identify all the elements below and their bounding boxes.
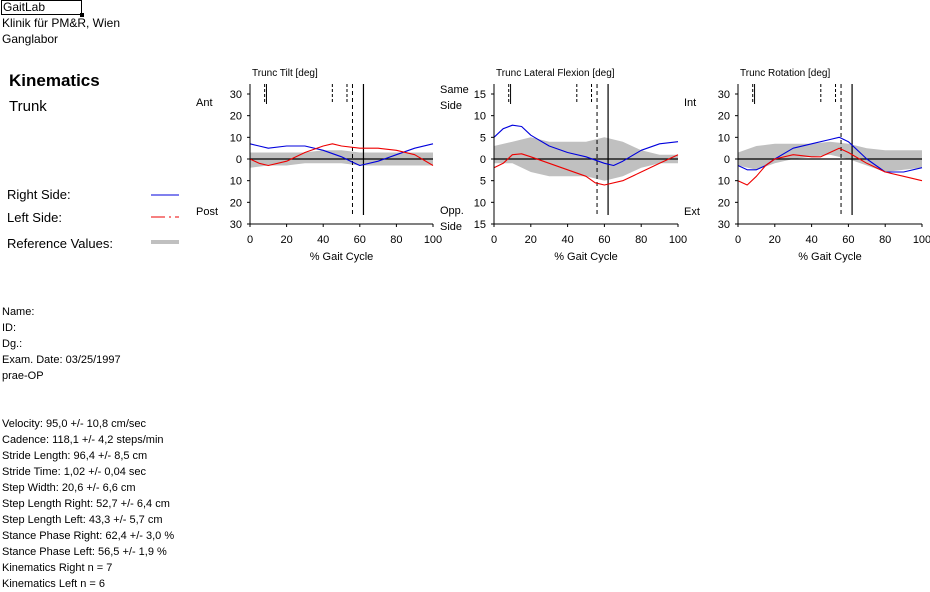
x-axis-label: % Gait Cycle: [554, 251, 618, 263]
patient-info: Name: ID: Dg.: Exam. Date: 03/25/1997 pr…: [2, 304, 121, 384]
legend-swatches: [151, 194, 179, 244]
direction-label-bottom: Post: [196, 206, 218, 218]
chart-title: Trunc Tilt [deg]: [252, 68, 318, 79]
lab-name: GaitLab: [1, 0, 84, 17]
x-tick-label: 40: [805, 234, 817, 246]
y-tick-label: 5: [480, 132, 486, 144]
y-tick-label: 10: [474, 197, 486, 209]
x-tick-label: 40: [561, 234, 573, 246]
x-tick-label: 20: [280, 234, 292, 246]
direction-label-top: Side: [440, 100, 462, 112]
y-tick-label: 20: [230, 197, 242, 209]
x-tick-label: 0: [247, 234, 253, 246]
gait-parameters: Velocity: 95,0 +/- 10,8 cm/sec Cadence: …: [2, 416, 174, 592]
exam-date: Exam. Date: 03/25/1997: [2, 354, 121, 366]
x-tick-label: 60: [354, 234, 366, 246]
y-tick-label: 30: [230, 89, 242, 101]
y-tick-label: 10: [718, 132, 730, 144]
chart-title: Trunc Rotation [deg]: [740, 68, 830, 79]
param-step-length-right: Step Length Right: 52,7 +/- 6,4 cm: [2, 498, 170, 510]
y-tick-label: 30: [230, 219, 242, 231]
x-axis-label: % Gait Cycle: [798, 251, 862, 263]
y-tick-label: 15: [474, 89, 486, 101]
param-stride-length: Stride Length: 96,4 +/- 8,5 cm: [2, 450, 148, 462]
x-tick-label: 20: [525, 234, 537, 246]
legend-left-label: Left Side:: [7, 210, 62, 225]
y-tick-label: 10: [230, 176, 242, 188]
y-tick-label: 0: [236, 154, 242, 166]
param-velocity: Velocity: 95,0 +/- 10,8 cm/sec: [2, 418, 146, 430]
chart-2: 15 10 5 0 5 10 15 0 20 40 60 80 100 Trunc Lateral Fle…: [440, 68, 687, 263]
y-tick-label: 5: [480, 176, 486, 188]
department-name: Ganglabor: [2, 32, 59, 46]
x-axis-label: % Gait Cycle: [310, 251, 374, 263]
x-tick-label: 100: [669, 234, 687, 246]
direction-label-bottom: Side: [440, 221, 462, 233]
y-tick-label: 20: [230, 111, 242, 123]
y-tick-label: 0: [724, 154, 730, 166]
param-stride-time: Stride Time: 1,02 +/- 0,04 sec: [2, 466, 146, 478]
x-tick-label: 60: [598, 234, 610, 246]
series-left-line: [249, 143, 434, 167]
param-step-width: Step Width: 20,6 +/- 6,6 cm: [2, 482, 136, 494]
x-tick-label: 100: [424, 234, 442, 246]
x-tick-label: 0: [735, 234, 741, 246]
param-stance-left: Stance Phase Left: 56,5 +/- 1,9 %: [2, 546, 167, 558]
x-tick-label: 80: [879, 234, 891, 246]
param-kinematics-right-n: Kinematics Right n = 7: [2, 562, 113, 574]
legend-right-label: Right Side:: [7, 187, 71, 202]
series-left-line: [737, 147, 923, 186]
legend-reference-label: Reference Values:: [7, 236, 113, 251]
series-right-line: [737, 136, 923, 173]
y-tick-label: 30: [718, 219, 730, 231]
x-tick-label: 80: [390, 234, 402, 246]
y-tick-label: 20: [718, 197, 730, 209]
y-tick-label: 10: [718, 176, 730, 188]
x-tick-label: 20: [769, 234, 781, 246]
patient-diagnosis: Dg.:: [2, 338, 23, 350]
direction-label-top: Same: [440, 84, 469, 96]
chart-title: Trunc Lateral Flexion [deg]: [496, 68, 615, 79]
direction-label-bottom: Ext: [684, 206, 700, 218]
series-right-line: [493, 124, 679, 167]
x-tick-label: 100: [913, 234, 930, 246]
y-tick-label: 0: [480, 154, 486, 166]
y-tick-label: 20: [718, 111, 730, 123]
param-cadence: Cadence: 118,1 +/- 4,2 steps/min: [2, 434, 164, 446]
direction-label-bottom: Opp.: [440, 205, 464, 217]
reference-band: [738, 141, 922, 172]
param-step-length-left: Step Length Left: 43,3 +/- 5,7 cm: [2, 514, 163, 526]
x-tick-label: 0: [491, 234, 497, 246]
y-tick-label: 10: [230, 132, 242, 144]
direction-label-top: Int: [684, 97, 696, 109]
series-right-line: [249, 143, 434, 167]
direction-label-top: Ant: [196, 97, 213, 109]
patient-name: Name:: [2, 306, 35, 318]
y-tick-label: 30: [718, 89, 730, 101]
clinic-name: Klinik für PM&R, Wien: [2, 16, 121, 30]
exam-phase: prae-OP: [2, 370, 44, 382]
section-subtitle: Trunk: [9, 98, 47, 115]
y-tick-label: 15: [474, 219, 486, 231]
param-stance-right: Stance Phase Right: 62,4 +/- 3,0 %: [2, 530, 175, 542]
x-tick-label: 40: [317, 234, 329, 246]
patient-id: ID:: [2, 322, 17, 334]
param-kinematics-left-n: Kinematics Left n = 6: [2, 578, 106, 590]
y-tick-label: 10: [474, 111, 486, 123]
x-tick-label: 80: [635, 234, 647, 246]
x-tick-label: 60: [842, 234, 854, 246]
section-title: Kinematics: [9, 71, 100, 90]
series-left-line: [493, 153, 679, 186]
